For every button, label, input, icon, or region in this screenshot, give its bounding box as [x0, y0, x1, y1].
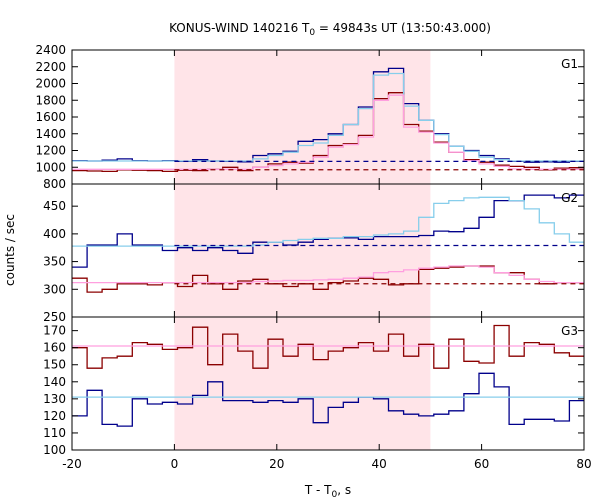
y-tick-label: 300: [43, 282, 66, 296]
series-pink-hist: [72, 265, 584, 284]
x-tick-label: 60: [474, 457, 489, 471]
y-tick-label: 350: [43, 255, 66, 269]
y-tick-label: 120: [43, 409, 66, 423]
y-tick-label: 1200: [35, 144, 66, 158]
x-tick-label: 40: [372, 457, 387, 471]
shaded-interval: [174, 184, 431, 317]
y-axis-label: counts / sec: [3, 214, 17, 286]
series-red-hist: [72, 265, 584, 293]
x-tick-label: 0: [171, 457, 179, 471]
y-tick-label: 2200: [35, 60, 66, 74]
panel-label: G1: [561, 57, 578, 71]
y-tick-label: 110: [43, 426, 66, 440]
series-blue-hist: [72, 372, 584, 427]
y-tick-label: 100: [43, 443, 66, 457]
shaded-interval: [174, 317, 431, 450]
y-tick-label: 170: [43, 324, 66, 338]
y-tick-label: 150: [43, 358, 66, 372]
y-tick-label: 2400: [35, 43, 66, 57]
panel-g2-series: [72, 194, 584, 293]
panel-g3-series: [72, 324, 584, 427]
series-blue-hist: [72, 194, 584, 268]
x-axis-label: T - T0, s: [304, 483, 351, 500]
panel-label: G2: [561, 191, 578, 205]
x-tick-label: 20: [269, 457, 284, 471]
y-tick-label: 800: [43, 177, 66, 191]
y-tick-label: 160: [43, 341, 66, 355]
y-tick-label: 1800: [35, 93, 66, 107]
series-red-hist: [72, 324, 584, 369]
shaded-interval: [174, 50, 431, 184]
y-tick-label: 140: [43, 375, 66, 389]
chart-title: KONUS-WIND 140216 T0 = 49843s UT (13:50:…: [169, 21, 491, 38]
y-tick-label: 250: [43, 310, 66, 324]
panel-label: G3: [561, 324, 578, 338]
panel-g1-series: [72, 67, 584, 173]
y-tick-label: 2000: [35, 77, 66, 91]
y-tick-label: 1600: [35, 110, 66, 124]
x-tick-label: 80: [576, 457, 591, 471]
series-light_blue-hist: [72, 196, 584, 247]
y-tick-label: 450: [43, 199, 66, 213]
y-tick-label: 130: [43, 392, 66, 406]
y-tick-label: 1400: [35, 127, 66, 141]
panels-group: 80010001200140016001800200022002400G1250…: [35, 43, 591, 471]
y-tick-label: 1000: [35, 160, 66, 174]
y-tick-label: 400: [43, 227, 66, 241]
x-tick-label: -20: [62, 457, 82, 471]
panel-frame: [71, 316, 585, 451]
